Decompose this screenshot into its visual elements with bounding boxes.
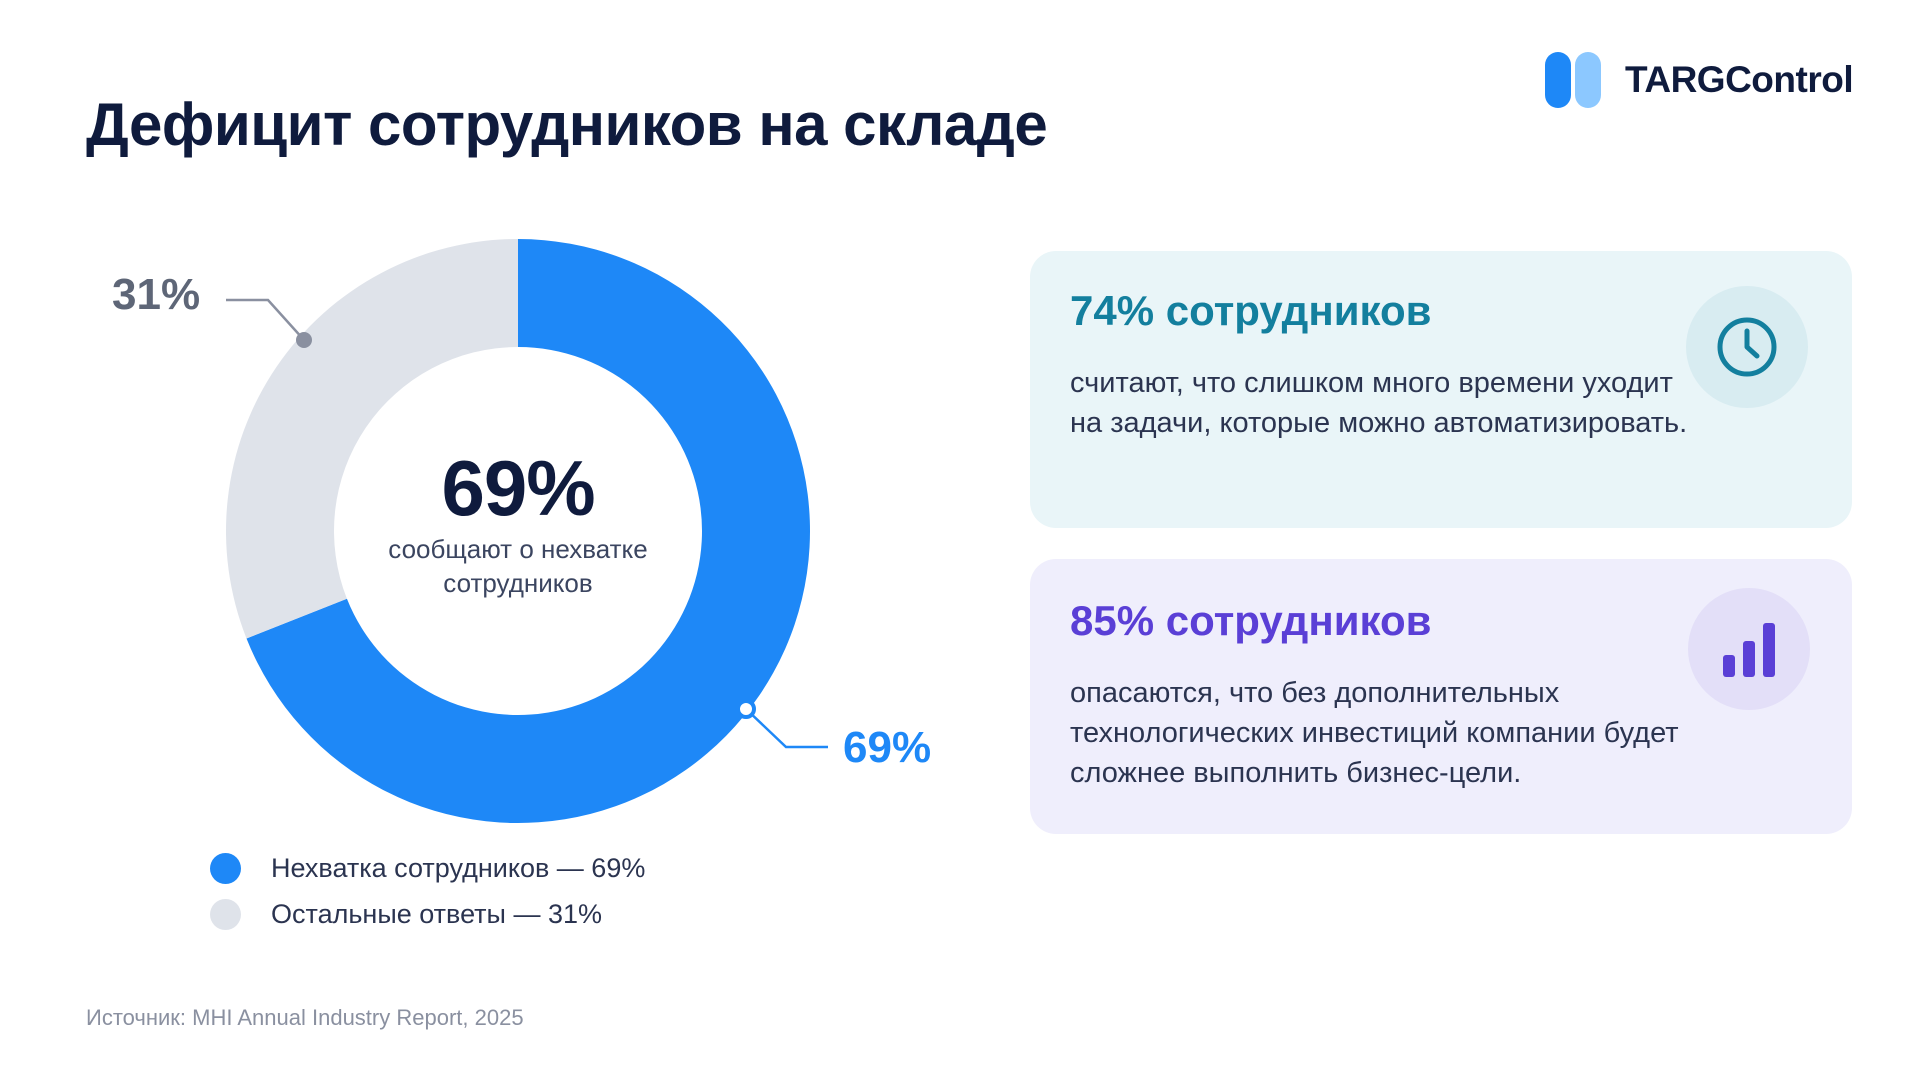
logo: TARGControl	[1545, 52, 1854, 108]
slice-label-shortage: 69%	[843, 723, 932, 772]
leader-line-shortage	[745, 708, 828, 749]
logo-icon	[1545, 52, 1603, 108]
logo-text: TARGControl	[1625, 59, 1854, 100]
stat-card-heading: 85% сотрудников	[1070, 597, 1432, 644]
leader-line-rest	[226, 298, 305, 341]
stat-card-text: считают, что слишком много времени уходи…	[1070, 367, 1688, 439]
stat-card-investments: 85% сотрудников опасаются, что без допол…	[1030, 559, 1852, 834]
legend-swatch-rest	[210, 898, 241, 930]
source-note: Источник: MHI Annual Industry Report, 20…	[86, 1005, 524, 1030]
chart-legend: Нехватка сотрудников — 69% Остальные отв…	[210, 845, 645, 937]
slice-label-rest: 31%	[112, 270, 201, 319]
legend-item-rest: Остальные ответы — 31%	[210, 891, 645, 937]
page-title: Дефицит сотрудников на складе	[86, 91, 1048, 158]
stat-card-text: опасаются, что без дополнительных технол…	[1070, 677, 1679, 789]
legend-label-shortage: Нехватка сотрудников — 69%	[271, 852, 646, 883]
donut-center-value: 69%	[441, 444, 595, 532]
bar-chart-icon	[1688, 588, 1810, 710]
leader-dot-rest	[296, 332, 312, 348]
leader-dot-shortage	[736, 699, 756, 719]
clock-icon	[1686, 286, 1808, 408]
donut-chart	[226, 239, 828, 824]
stat-card-heading: 74% сотрудников	[1070, 287, 1432, 334]
legend-swatch-shortage	[210, 852, 241, 884]
donut-slice-shortage	[246, 239, 811, 824]
legend-item-shortage: Нехватка сотрудников — 69%	[210, 845, 645, 891]
stat-card-automation: 74% сотрудников считают, что слишком мно…	[1030, 251, 1852, 528]
donut-center-caption: сообщают о нехватке сотрудников	[388, 534, 648, 598]
legend-label-rest: Остальные ответы — 31%	[271, 898, 603, 929]
